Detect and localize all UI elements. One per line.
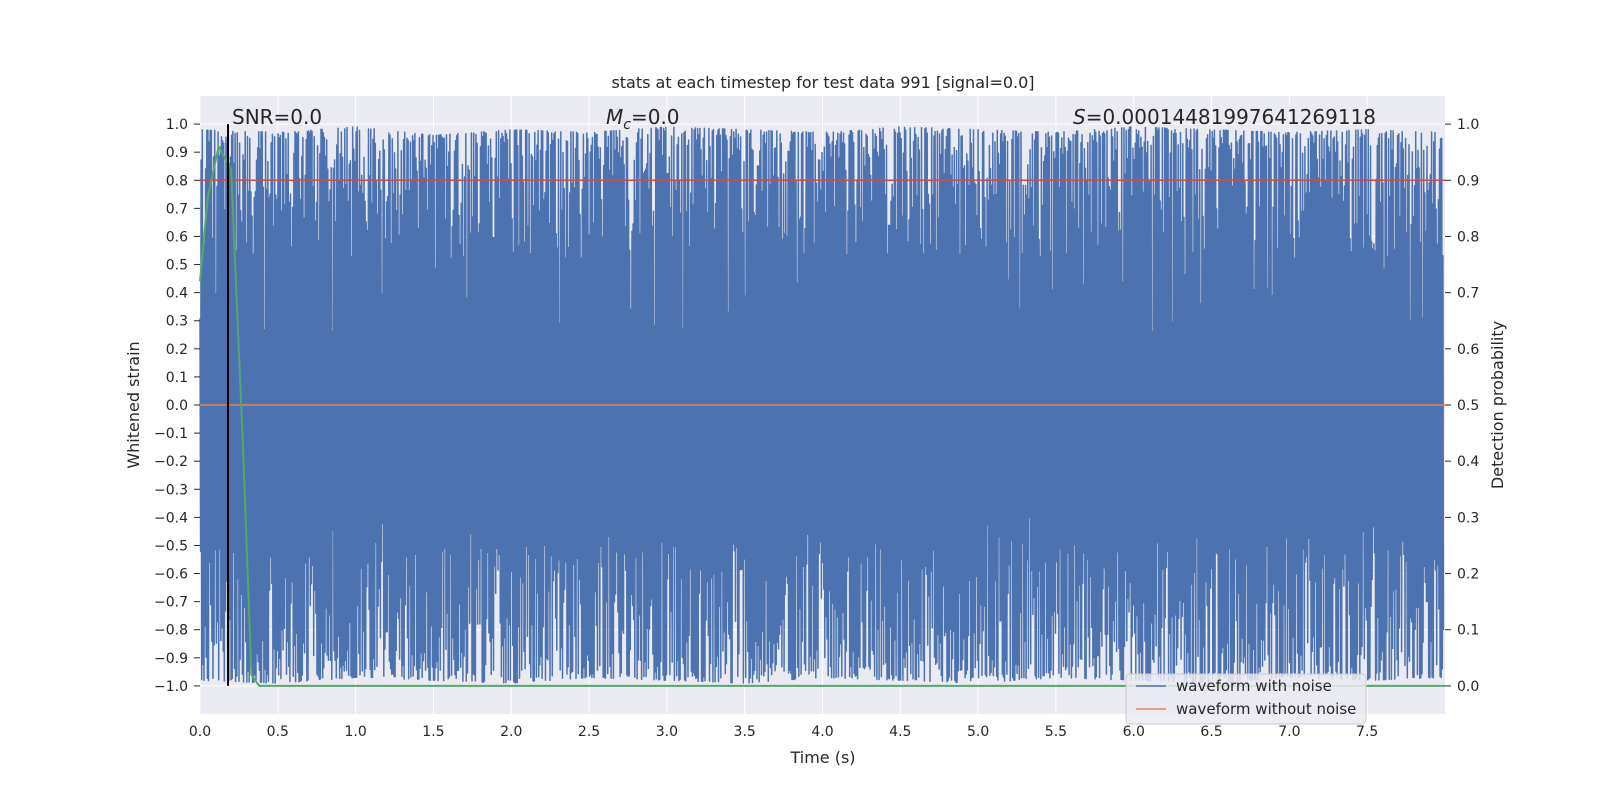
detection-probability-line — [199, 143, 1445, 687]
y-right-tick-label: 0.4 — [1457, 454, 1479, 470]
x-tick-label: 1.0 — [344, 724, 366, 740]
chirp-mass-annotation: Mc=0.0 — [606, 105, 680, 133]
y-tick-label: −0.9 — [154, 651, 188, 667]
series-waveform-with-noise — [199, 126, 1445, 684]
x-tick-labels: 0.0 0.5 1.0 1.5 2.0 2.5 3.0 3.5 4.0 4.5 5.0 5.5 6.0 6… — [189, 724, 1378, 740]
chart-title: stats at each timestep for test data 991… — [611, 73, 1034, 92]
y-tick-label: 0.6 — [166, 229, 188, 245]
y-right-tick-label: 0.2 — [1457, 567, 1479, 583]
y-tick-label: 1.0 — [166, 117, 188, 133]
y-right-axis-label: Detection probability — [1488, 321, 1507, 489]
y-right-tick-label: 0.1 — [1457, 623, 1479, 639]
y-tick-label: 0.2 — [166, 342, 188, 358]
y-tick-label: −0.5 — [154, 538, 188, 554]
score-annotation: S=0.00014481997641269118 — [1073, 105, 1376, 129]
legend-box — [1125, 673, 1367, 725]
chirp-mass-subscript: c — [623, 117, 631, 133]
y-tick-label: 0.1 — [166, 370, 188, 386]
x-tick-label: 3.5 — [734, 724, 756, 740]
y-tick-label: −0.3 — [154, 482, 188, 498]
x-tick-label: 6.5 — [1200, 724, 1222, 740]
y-right-tick-label: 0.7 — [1457, 286, 1479, 302]
y-tick-label: −0.8 — [154, 623, 188, 639]
y-tick-label: −0.4 — [154, 510, 188, 526]
y-tick-label: −1.0 — [154, 679, 188, 695]
y-tick-label: 0.8 — [166, 173, 188, 189]
score-value: =0.00014481997641269118 — [1086, 105, 1376, 129]
snr-annotation: SNR=0.0 — [232, 105, 322, 129]
y-tick-label: −0.2 — [154, 454, 188, 470]
y-tick-label: 0.0 — [166, 398, 188, 414]
x-tick-label: 5.0 — [967, 724, 989, 740]
y-right-tick-label: 0.3 — [1457, 510, 1479, 526]
y-tick-label: 0.5 — [166, 258, 188, 274]
y-right-tick-label: 0.9 — [1457, 173, 1479, 189]
y-tick-label: 0.7 — [166, 201, 188, 217]
x-axis-label: Time (s) — [789, 748, 855, 767]
x-tick-label: 2.5 — [578, 724, 600, 740]
x-tick-label: 0.0 — [189, 724, 211, 740]
x-tick-label: 4.5 — [889, 724, 911, 740]
y-right-tick-labels: 1.0 0.9 0.8 0.7 0.6 0.5 0.4 0.3 0.2 0.1 0.0 — [1445, 117, 1479, 695]
x-tick-label: 0.5 — [267, 724, 289, 740]
x-tick-label: 7.5 — [1356, 724, 1378, 740]
x-tick-label: 4.0 — [811, 724, 833, 740]
y-axis-label: Whitened strain — [124, 341, 143, 468]
x-tick-label: 1.5 — [422, 724, 444, 740]
y-tick-label: −0.1 — [154, 426, 188, 442]
chirp-mass-value: =0.0 — [631, 105, 680, 129]
x-tick-label: 5.5 — [1045, 724, 1067, 740]
y-right-tick-label: 0.8 — [1457, 229, 1479, 245]
legend-label-noise: waveform with noise — [1176, 677, 1332, 695]
y-tick-labels: 1.0 0.9 0.8 0.7 0.6 0.5 0.4 0.3 0.2 0.1 0.0 −0.1 −0.… — [154, 117, 200, 695]
legend: waveform with noise waveform without noi… — [1125, 673, 1367, 725]
y-tick-label: −0.6 — [154, 567, 188, 583]
y-tick-label: 0.3 — [166, 314, 188, 330]
x-tick-label: 2.0 — [500, 724, 522, 740]
y-right-tick-label: 0.6 — [1457, 342, 1479, 358]
series-lines — [199, 124, 1445, 687]
y-right-tick-label: 1.0 — [1457, 117, 1479, 133]
x-tick-label: 7.0 — [1278, 724, 1300, 740]
legend-label-clean: waveform without noise — [1176, 700, 1356, 718]
y-right-tick-label: 0.0 — [1457, 679, 1479, 695]
y-tick-label: −0.7 — [154, 595, 188, 611]
noise-waveform-line — [199, 126, 1445, 684]
x-tick-label: 3.0 — [656, 724, 678, 740]
y-tick-label: 0.4 — [166, 286, 188, 302]
score-symbol: S — [1073, 105, 1086, 129]
y-tick-label: 0.9 — [166, 145, 188, 161]
chirp-mass-symbol: M — [606, 105, 623, 129]
y-right-tick-label: 0.5 — [1457, 398, 1479, 414]
x-tick-label: 6.0 — [1123, 724, 1145, 740]
